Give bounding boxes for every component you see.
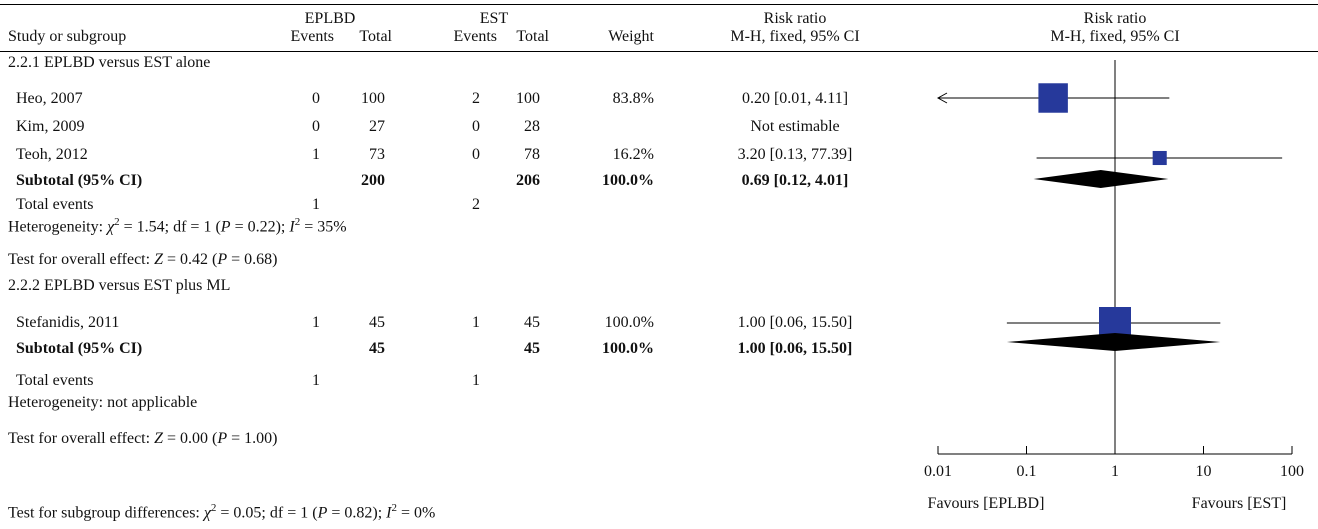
study-name: Stefanidis, 2011	[16, 314, 120, 331]
ci-arrow-left	[936, 92, 948, 104]
group1-header: EPLBD	[304, 10, 356, 27]
total1-cell: 100	[361, 90, 385, 107]
favours-left-label: Favours [EPLBD]	[928, 495, 1045, 512]
study-col-header: Study or subgroup	[8, 28, 127, 45]
total-events-label: Total events	[16, 372, 94, 389]
ci-cell: Not estimable	[750, 118, 840, 135]
group2-header: EST	[479, 10, 509, 27]
study-marker	[1038, 83, 1068, 113]
study-name: Teoh, 2012	[16, 146, 88, 163]
plot-method-header: M-H, fixed, 95% CI	[1050, 28, 1180, 45]
subtotal-weight: 100.0%	[602, 172, 654, 189]
risk-ratio-header: Risk ratio	[763, 10, 827, 27]
subtotal-weight: 100.0%	[602, 340, 654, 357]
study-marker	[1152, 150, 1167, 166]
subtotal-ci: 0.69 [0.12, 4.01]	[741, 172, 849, 189]
x-tick-label: 0.1	[1017, 463, 1037, 480]
weight-cell: 100.0%	[604, 314, 654, 331]
weight-col-header: Weight	[608, 28, 654, 45]
events2-cell: 0	[472, 118, 480, 135]
total-events1: 1	[312, 372, 320, 389]
subtotal-total1: 200	[361, 172, 385, 189]
events1-cell: 1	[312, 146, 320, 163]
events1-cell: 1	[312, 314, 320, 331]
x-tick-label: 100	[1280, 463, 1304, 480]
subgroup-differences-stat: Test for subgroup differences: χ2 = 0.05…	[8, 502, 436, 522]
overall-effect-stat: Test for overall effect: Z = 0.42 (P = 0…	[8, 251, 278, 268]
heterogeneity-stat: Heterogeneity: not applicable	[8, 394, 198, 411]
ci-cell: 0.20 [0.01, 4.11]	[741, 90, 849, 107]
ci-col-header: M-H, fixed, 95% CI	[730, 28, 860, 45]
study-name: Heo, 2007	[16, 90, 83, 107]
events1-cell: 0	[312, 90, 320, 107]
total-events-label: Total events	[16, 196, 94, 213]
top-rule	[0, 4, 1318, 5]
subtotal-ci: 1.00 [0.06, 15.50]	[737, 340, 853, 357]
forest-plot: 0.01 0.1 1 10 100 Favours [EPLBD] Favours [EST…	[924, 60, 1304, 512]
events1-col-header: Events	[290, 28, 334, 45]
total2-cell: 78	[524, 146, 540, 163]
study-name: Kim, 2009	[16, 118, 85, 135]
events2-col-header: Events	[453, 28, 497, 45]
x-tick-label: 10	[1196, 463, 1212, 480]
subtotal-label: Subtotal (95% CI)	[16, 172, 143, 189]
ci-cell: 3.20 [0.13, 77.39]	[737, 146, 853, 163]
total2-cell: 45	[524, 314, 540, 331]
subgroup-title: 2.2.2 EPLBD versus EST plus ML	[8, 277, 231, 294]
events2-cell: 0	[472, 146, 480, 163]
weight-cell: 16.2%	[612, 146, 654, 163]
total2-col-header: Total	[516, 28, 549, 45]
events2-cell: 2	[472, 90, 480, 107]
heterogeneity-stat: Heterogeneity: χ2 = 1.54; df = 1 (P = 0.…	[8, 216, 347, 236]
plot-header: Risk ratio	[1083, 10, 1147, 27]
x-tick-label: 0.01	[924, 463, 952, 480]
x-tick-label: 1	[1111, 463, 1119, 480]
subtotal-diamond	[1033, 170, 1169, 188]
total-events2: 1	[472, 372, 480, 389]
total-events1: 1	[312, 196, 320, 213]
events2-cell: 1	[472, 314, 480, 331]
total1-col-header: Total	[359, 28, 392, 45]
subgroup-title: 2.2.1 EPLBD versus EST alone	[8, 54, 211, 71]
header-rule	[0, 51, 1318, 52]
subtotal-total1: 45	[369, 340, 385, 357]
subtotal-label: Subtotal (95% CI)	[16, 340, 143, 357]
total2-cell: 100	[516, 90, 540, 107]
subtotal-total2: 206	[516, 172, 540, 189]
weight-cell: 83.8%	[612, 90, 654, 107]
ci-cell: 1.00 [0.06, 15.50]	[737, 314, 853, 331]
subtotal-total2: 45	[524, 340, 540, 357]
favours-right-label: Favours [EST]	[1192, 495, 1287, 512]
subtotal-diamond	[1006, 333, 1221, 351]
total1-cell: 27	[369, 118, 385, 135]
total1-cell: 45	[369, 314, 385, 331]
events1-cell: 0	[312, 118, 320, 135]
overall-effect-stat: Test for overall effect: Z = 0.00 (P = 1…	[8, 430, 278, 447]
total-events2: 2	[472, 196, 480, 213]
total2-cell: 28	[524, 118, 540, 135]
total1-cell: 73	[369, 146, 385, 163]
